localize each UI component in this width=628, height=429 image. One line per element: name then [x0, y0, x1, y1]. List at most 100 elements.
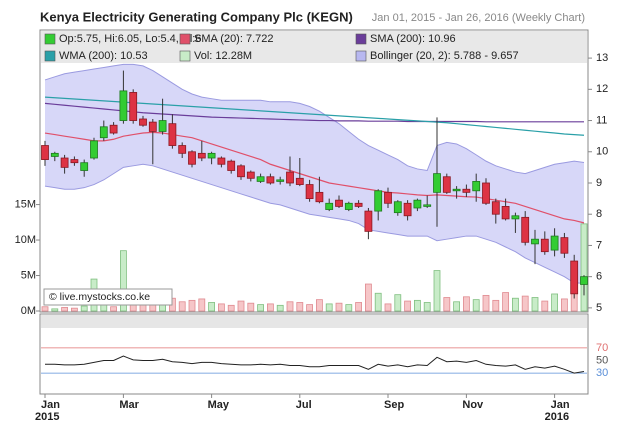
- candle-body: [256, 176, 265, 182]
- candle-body: [305, 184, 314, 200]
- volume-bar: [443, 297, 451, 312]
- candle-body: [139, 118, 147, 126]
- candle-body: [109, 124, 118, 134]
- volume-bar: [325, 303, 333, 312]
- x-tick-label: Jul: [296, 399, 312, 411]
- legend-swatch: [179, 50, 191, 62]
- volume-bar: [472, 299, 480, 312]
- volume-bar: [237, 300, 245, 312]
- candle-body: [521, 216, 530, 243]
- volume-bar: [188, 299, 196, 312]
- candle-body: [80, 162, 89, 171]
- bollinger-lower: [44, 163, 585, 284]
- volume-bar: [100, 304, 108, 312]
- legend-swatch: [44, 33, 56, 45]
- candle-body: [423, 204, 432, 207]
- candle-body: [119, 90, 128, 121]
- candle-body: [364, 210, 373, 232]
- volume-bar: [541, 300, 549, 312]
- candle-body: [246, 171, 255, 179]
- volume-bar: [492, 299, 500, 312]
- volume-bar: [149, 304, 157, 312]
- candle-body: [266, 176, 275, 184]
- volume-bar: [502, 292, 510, 312]
- volume-bar: [482, 294, 490, 312]
- volume-bar: [580, 223, 588, 312]
- chart-subtitle: Jan 01, 2015 - Jan 26, 2016 (Weekly Char…: [372, 12, 585, 24]
- candle-body: [384, 191, 392, 204]
- legend-label: Bollinger (20, 2): 5.788 - 9.657: [370, 50, 519, 62]
- volume-bar: [384, 303, 392, 312]
- volume-tick-label: 0M: [21, 305, 36, 317]
- candle-body: [178, 145, 187, 154]
- candle-body: [491, 201, 500, 215]
- legend-swatch: [355, 50, 367, 62]
- x-tick-label: Sep: [384, 399, 404, 411]
- candle-body: [413, 199, 422, 209]
- volume-bar: [41, 306, 49, 312]
- legend-label: SMA (20): 7.722: [194, 33, 274, 45]
- volume-bar: [512, 297, 519, 312]
- volume-bar: [423, 302, 431, 312]
- candle-body: [286, 171, 294, 184]
- candle-body: [237, 165, 245, 178]
- y-tick-label: 12: [596, 83, 608, 95]
- candle-body: [374, 190, 383, 212]
- candle-body: [315, 191, 324, 203]
- candle-body: [462, 188, 471, 193]
- legend-swatch: [355, 33, 367, 45]
- x-tick-label: Mar: [119, 399, 139, 411]
- volume-bar: [561, 298, 568, 312]
- rsi-tick-label: 70: [596, 342, 608, 354]
- candle-body: [354, 202, 363, 207]
- candle-body: [41, 145, 49, 160]
- volume-bar: [120, 250, 127, 312]
- y-tick-label: 7: [596, 239, 602, 251]
- x-year-label: 2015: [35, 411, 59, 423]
- y-tick-label: 6: [596, 271, 602, 283]
- rsi-tick-label: 50: [596, 354, 608, 366]
- candle-body: [482, 182, 490, 204]
- x-tick-label: May: [208, 399, 230, 411]
- volume-bar: [462, 296, 470, 312]
- candle-body: [550, 235, 559, 251]
- candle-body: [325, 202, 334, 210]
- rsi-header: [41, 315, 587, 328]
- x-tick-label: Nov: [462, 399, 484, 411]
- candle-body: [129, 92, 138, 121]
- volume-tick-label: 10M: [15, 234, 36, 246]
- legend-box: [41, 31, 587, 63]
- volume-bar: [404, 300, 412, 312]
- candle-body: [227, 160, 236, 171]
- candle-body: [217, 157, 226, 165]
- volume-bar: [335, 302, 343, 312]
- volume-tick-label: 5M: [21, 269, 36, 281]
- candle-body: [188, 151, 196, 165]
- candle-body: [403, 202, 412, 217]
- y-tick-label: 5: [596, 302, 602, 314]
- x-tick-label: Jan: [551, 399, 570, 411]
- y-tick-label: 11: [596, 114, 607, 126]
- y-tick-label: 9: [596, 177, 602, 189]
- volume-bar: [394, 294, 402, 312]
- y-tick-label: 10: [596, 146, 608, 158]
- volume-bar: [453, 301, 461, 312]
- volume-bar: [266, 303, 274, 312]
- candle-body: [207, 152, 216, 159]
- volume-bar: [364, 283, 372, 312]
- source: © live.mystocks.co.ke: [49, 291, 150, 303]
- candle-body: [433, 173, 441, 193]
- bollinger-fill: [45, 64, 584, 284]
- legend-label: Vol: 12.28M: [194, 50, 252, 62]
- volume-bar: [433, 270, 441, 312]
- volume-bar: [178, 301, 186, 312]
- legend-swatch: [44, 50, 56, 62]
- volume-bar: [355, 302, 363, 312]
- bollinger-upper: [44, 63, 585, 175]
- candle-body: [60, 157, 69, 168]
- x-tick-label: Jan: [41, 399, 60, 411]
- candle-body: [99, 126, 108, 139]
- x-year-label: 2016: [545, 411, 569, 423]
- candle-body: [393, 201, 402, 214]
- volume-bar: [227, 304, 235, 312]
